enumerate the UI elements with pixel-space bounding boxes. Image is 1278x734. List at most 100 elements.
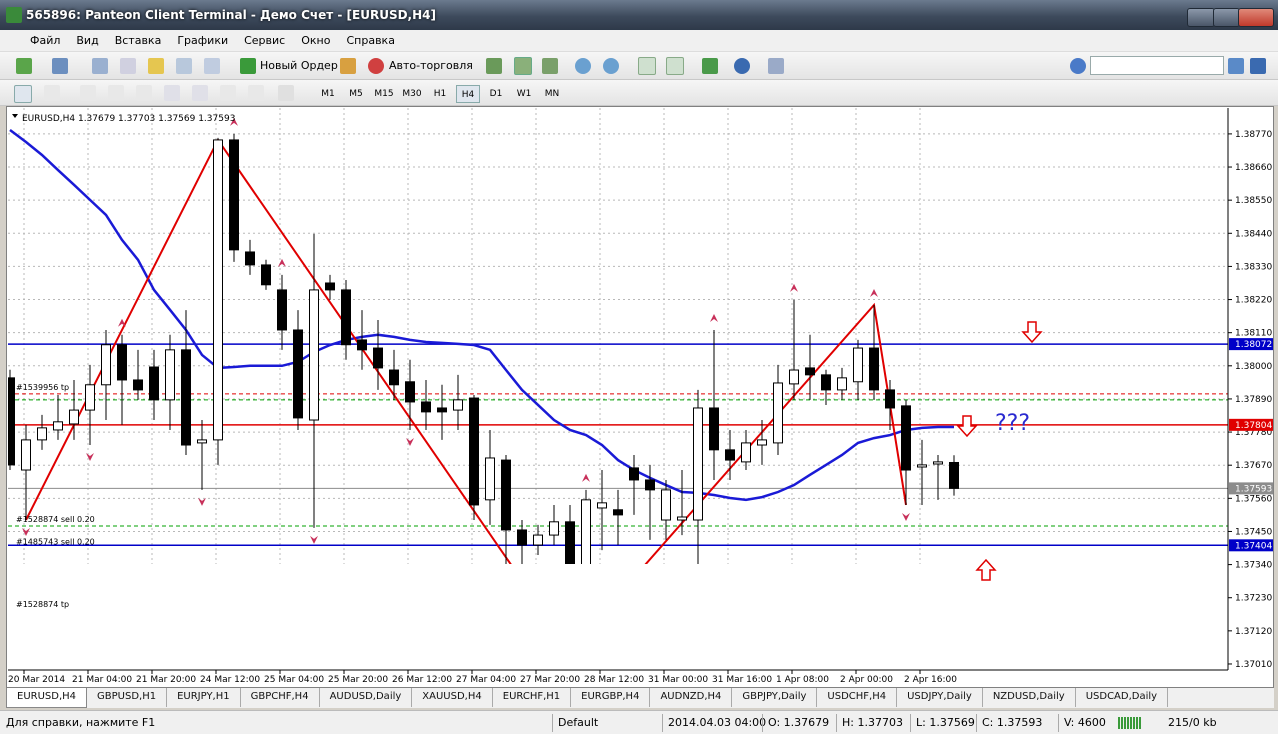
menu-item[interactable]: Сервис — [244, 34, 286, 47]
candle-body — [53, 421, 63, 431]
timeframe-button[interactable]: M30 — [402, 89, 422, 99]
order-label: #1485743 sell 0.20 — [16, 537, 95, 546]
chart-tab[interactable]: GBPCHF,H4 — [241, 688, 320, 707]
chart-tab[interactable]: USDCAD,Daily — [1076, 688, 1169, 707]
indicators-icon[interactable] — [702, 58, 718, 74]
trendline-icon[interactable] — [136, 85, 152, 101]
new-order-icon[interactable] — [240, 58, 256, 74]
candle-body — [533, 534, 543, 546]
menu-item[interactable]: Вставка — [114, 34, 162, 47]
chart-tab[interactable]: NZDUSD,Daily — [983, 688, 1076, 707]
order-label: #1539956 tp — [16, 383, 69, 392]
periods-icon[interactable] — [734, 58, 750, 74]
fractal-down — [310, 535, 318, 544]
templates-icon[interactable] — [768, 58, 784, 74]
chart-tab[interactable]: GBPUSD,H1 — [87, 688, 168, 707]
vline-icon[interactable] — [80, 85, 96, 101]
fractal-up — [118, 318, 126, 327]
timeframe-button[interactable]: W1 — [516, 89, 532, 99]
new-chart-icon[interactable] — [16, 58, 32, 74]
profiles-icon[interactable] — [52, 58, 68, 74]
close-button[interactable] — [1238, 8, 1274, 27]
candle-body — [917, 464, 927, 468]
chart-shift-icon[interactable] — [666, 57, 684, 75]
menu-item[interactable]: Файл — [30, 34, 61, 47]
menu-item[interactable]: Окно — [301, 34, 331, 47]
y-tick-label: 1.38660 — [1235, 163, 1272, 173]
line-chart-icon[interactable] — [542, 58, 558, 74]
menu-item[interactable]: Справка — [346, 34, 395, 47]
navigator-icon[interactable] — [120, 58, 136, 74]
hline-icon[interactable] — [108, 85, 124, 101]
timeframe-button[interactable]: MN — [544, 89, 560, 99]
status-open: O: 1.37679 — [768, 716, 830, 729]
text-icon[interactable] — [220, 85, 236, 101]
y-tick-label: 1.38110 — [1235, 329, 1272, 339]
settings-icon[interactable] — [1070, 58, 1086, 74]
candle-body — [101, 344, 111, 386]
fibo-icon[interactable] — [192, 85, 208, 101]
auto-trading-button[interactable]: Авто-торговля — [389, 59, 473, 72]
chart-tab[interactable]: EURGBP,H4 — [571, 688, 651, 707]
timeframe-button[interactable]: M5 — [349, 89, 363, 99]
terminal-icon[interactable] — [176, 58, 192, 74]
chart-tab[interactable]: GBPJPY,Daily — [732, 688, 818, 707]
tester-icon[interactable] — [204, 58, 220, 74]
separator — [762, 714, 763, 732]
fractal-up — [870, 288, 878, 297]
bar-chart-icon[interactable] — [486, 58, 502, 74]
separator — [976, 714, 977, 732]
search-box[interactable] — [1090, 56, 1224, 75]
editor-icon[interactable] — [340, 58, 356, 74]
toolbar-main: Новый Ордер Авто-торговля — [0, 52, 1278, 80]
channel-icon[interactable] — [164, 85, 180, 101]
arrows-icon[interactable] — [278, 85, 294, 101]
x-tick-label: 27 Mar 04:00 — [456, 675, 516, 685]
auto-trading-icon[interactable] — [368, 58, 384, 74]
label-icon[interactable] — [248, 85, 264, 101]
timeframe-button[interactable]: H1 — [433, 89, 447, 99]
app-icon — [6, 7, 22, 23]
fractal-down — [198, 497, 206, 506]
chart-tab[interactable]: USDCHF,H4 — [817, 688, 898, 707]
cursor-icon[interactable] — [14, 85, 32, 103]
x-tick-label: 24 Mar 12:00 — [200, 675, 260, 685]
chart-tab[interactable]: EURCHF,H1 — [493, 688, 572, 707]
menu-item[interactable]: Графики — [177, 34, 229, 47]
price-label: 1.37593 — [1235, 484, 1272, 494]
y-tick-label: 1.37670 — [1235, 461, 1272, 471]
maximize-button[interactable] — [1213, 8, 1240, 27]
market-watch-icon[interactable] — [92, 58, 108, 74]
fractal-down — [86, 453, 94, 462]
separator — [662, 714, 663, 732]
zoom-out-icon[interactable] — [603, 58, 619, 74]
candle-chart-icon[interactable] — [514, 57, 532, 75]
chart-tab[interactable]: AUDNZD,H4 — [650, 688, 733, 707]
y-tick-label: 1.37890 — [1235, 395, 1272, 405]
candle-body — [853, 347, 863, 383]
timeframe-button[interactable]: H4 — [456, 85, 480, 103]
chart-tab[interactable]: AUDUSD,Daily — [320, 688, 413, 707]
chart-tab[interactable]: XAUUSD,H4 — [412, 688, 493, 707]
chart-tab[interactable]: EURJPY,H1 — [167, 688, 241, 707]
timeframe-button[interactable]: M1 — [321, 89, 335, 99]
fractal-down — [406, 437, 414, 446]
timeframe-button[interactable]: M15 — [374, 89, 394, 99]
timeframe-button[interactable]: D1 — [489, 89, 503, 99]
crosshair-icon[interactable] — [44, 85, 60, 101]
search-icon[interactable] — [1228, 58, 1244, 74]
menu-bar: Файл Вид Вставка Графики Сервис Окно Справка — [0, 30, 1278, 52]
candle-body — [885, 389, 895, 409]
chart-tab[interactable]: EURUSD,H4 — [6, 688, 88, 708]
community-icon[interactable] — [1250, 58, 1266, 74]
price-label-box — [1229, 482, 1273, 495]
zoom-in-icon[interactable] — [575, 58, 591, 74]
price-label-box — [1229, 418, 1273, 431]
favorites-icon[interactable] — [148, 58, 164, 74]
autoscroll-icon[interactable] — [638, 57, 656, 75]
menu-item[interactable]: Вид — [76, 34, 99, 47]
minimize-button[interactable] — [1187, 8, 1215, 27]
arrow-up-shape — [975, 558, 997, 581]
chart-tab[interactable]: USDJPY,Daily — [897, 688, 983, 707]
new-order-button[interactable]: Новый Ордер — [260, 59, 338, 72]
